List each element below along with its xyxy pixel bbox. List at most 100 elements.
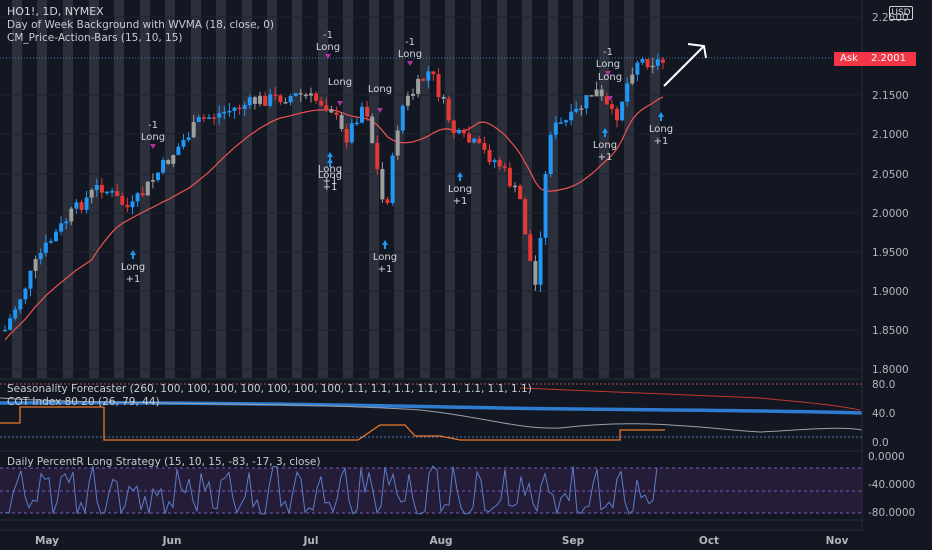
- candle-body: [38, 252, 43, 260]
- candle-body: [115, 191, 120, 197]
- candle-body: [319, 100, 324, 106]
- signal-long: Long+1: [593, 128, 617, 163]
- signal-label: -1: [148, 120, 158, 131]
- candle-body: [339, 115, 344, 129]
- candle-body: [660, 59, 665, 63]
- candle-body: [462, 130, 466, 134]
- day-band: [63, 0, 73, 378]
- exit-marker-icon: [607, 96, 613, 101]
- signal-sublabel: Long: [398, 49, 422, 60]
- signal-label: Long: [328, 77, 352, 88]
- candle-body: [110, 191, 115, 193]
- signal-sublabel: +1: [323, 176, 338, 187]
- time-tick: Jun: [162, 535, 182, 547]
- day-band: [114, 0, 124, 378]
- candle-body: [288, 95, 293, 103]
- candle-body: [18, 299, 23, 310]
- candle-body: [196, 117, 201, 122]
- candles[interactable]: [3, 53, 665, 332]
- indicator-pab-label[interactable]: CM_Price-Action-Bars (15, 10, 15): [7, 32, 183, 44]
- candle-body: [548, 134, 553, 175]
- day-band: [242, 0, 252, 378]
- candle-body: [354, 122, 359, 125]
- signal-label: Long: [368, 84, 392, 95]
- day-band: [12, 0, 22, 378]
- candle-body: [620, 101, 625, 121]
- time-tick: Sep: [562, 535, 585, 547]
- candle-body: [303, 94, 308, 97]
- cot-tick: 80.0: [872, 379, 895, 391]
- cot-orange-line: [0, 406, 665, 441]
- candle-body: [334, 112, 339, 116]
- candle-body: [329, 109, 334, 113]
- candle-body: [400, 105, 405, 131]
- percentr-zone: [0, 468, 862, 513]
- long-arrow-icon: [327, 158, 333, 167]
- day-band: [548, 0, 558, 378]
- candle-body: [604, 96, 609, 105]
- signal-label: Long: [373, 252, 397, 263]
- cot-tick: 0.0: [872, 437, 889, 449]
- seasonality-title[interactable]: Seasonality Forecaster (260, 100, 100, 1…: [7, 383, 532, 395]
- candle-body: [232, 107, 237, 111]
- candle-body: [171, 155, 176, 164]
- candle-body: [207, 117, 211, 119]
- exit-marker-icon: [325, 54, 331, 59]
- candle-body: [538, 237, 543, 285]
- candle-body: [609, 104, 614, 109]
- signal-long: Long+1: [318, 152, 342, 187]
- candle-body: [69, 208, 74, 222]
- time-tick: Nov: [826, 535, 849, 547]
- price-tick: 2.2500: [872, 12, 909, 24]
- indicator-panes: [0, 378, 863, 521]
- percentr-line: [4, 465, 658, 515]
- candle-body: [201, 117, 206, 119]
- percentr-title[interactable]: Daily PercentR Long Strategy (15, 10, 15…: [7, 456, 321, 468]
- arrow-shaft: [663, 45, 705, 87]
- long-arrow-icon: [602, 128, 608, 137]
- day-band: [140, 0, 150, 378]
- candle-body: [176, 146, 181, 156]
- signal-sublabel: Long: [141, 132, 165, 143]
- signal-label: -1: [405, 37, 415, 48]
- candle-body: [324, 105, 329, 110]
- day-band: [191, 0, 201, 378]
- cot-title[interactable]: COT Index 80 20 (26, 79, 44): [7, 396, 160, 408]
- long-arrow-icon: [382, 240, 388, 249]
- price-tick: 2.0000: [872, 208, 909, 220]
- candle-body: [436, 74, 441, 97]
- signal-sublabel: +1: [453, 196, 468, 207]
- candle-body: [227, 110, 232, 113]
- candle-body: [161, 160, 166, 173]
- long-arrow-icon: [130, 250, 136, 259]
- candle-body: [502, 166, 507, 168]
- day-band: [343, 0, 353, 378]
- price-axis-bg: [862, 0, 932, 550]
- candle-body: [446, 98, 451, 121]
- signal-sublabel: +1: [654, 136, 669, 147]
- currency-button[interactable]: USD: [889, 6, 913, 20]
- indicator-wvma-label[interactable]: Day of Week Background with WVMA (18, cl…: [7, 19, 275, 31]
- candle-body: [630, 74, 635, 84]
- signal-label: Long: [593, 140, 617, 151]
- candle-body: [247, 97, 252, 106]
- candle-body: [314, 93, 319, 101]
- candle-body: [574, 108, 579, 112]
- candle-body: [13, 309, 18, 319]
- candle-body: [615, 108, 619, 121]
- candle-body: [120, 196, 125, 205]
- forecast-arrow-icon[interactable]: [663, 43, 707, 87]
- signal-label: -1: [603, 47, 613, 58]
- candle-body: [411, 93, 415, 96]
- candle-body: [528, 234, 533, 262]
- day-band: [292, 0, 302, 378]
- day-band: [573, 0, 583, 378]
- candle-body: [298, 93, 303, 95]
- candle-body: [569, 111, 574, 121]
- candle-body: [8, 318, 13, 330]
- day-band: [89, 0, 99, 378]
